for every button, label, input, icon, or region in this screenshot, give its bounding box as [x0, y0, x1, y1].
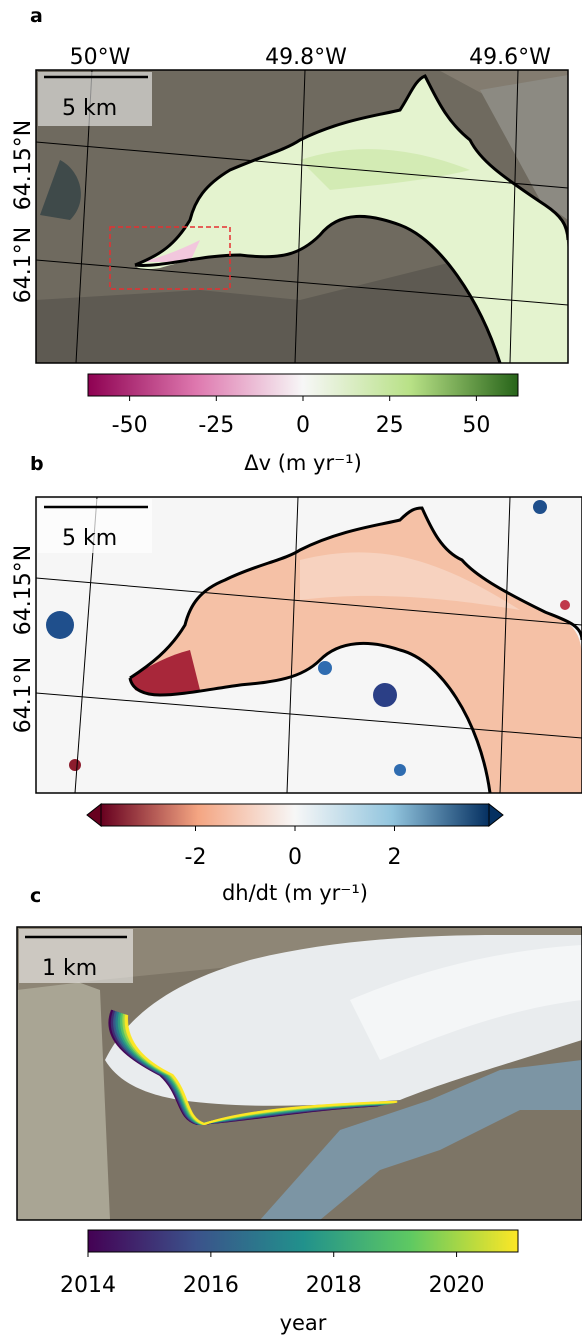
panel-c-frame: [16, 926, 582, 1221]
terrain-patch: [36, 70, 568, 140]
panel-a-frame: [35, 69, 569, 364]
positive-dv-zone: [300, 149, 470, 190]
colorbar-extend-max: [488, 802, 504, 828]
outwash-plain: [17, 960, 110, 1220]
graticule-line: [36, 692, 582, 739]
graticule-line: [294, 70, 306, 363]
colorbar-tick-label: -2: [185, 845, 207, 870]
glacier-outline-south-b: [128, 641, 492, 793]
lat-tick-a-1: 64.15°N: [11, 120, 36, 210]
colorbar-label: dh/dt (m yr⁻¹): [222, 881, 368, 905]
colorbar-a: -50 -25 0 25 50 Δv (m yr⁻¹): [87, 373, 519, 475]
colorbar-tick-label: 0: [296, 413, 310, 438]
lat-tick-b-1: 64.15°N: [11, 545, 36, 635]
lat-tick-a-2: 64.1°N: [11, 227, 36, 303]
lake-positive: [373, 683, 397, 707]
lat-tick-b-2: 64.1°N: [11, 657, 36, 733]
panel-a-label: a: [30, 5, 43, 27]
graticule-line: [36, 577, 582, 626]
graticule-line: [36, 259, 568, 306]
glacier-ice-bright: [350, 945, 582, 1060]
glacier-velocity-field: [135, 76, 568, 363]
panel-c-map: 1 km: [17, 927, 582, 1220]
panel-b-frame: [35, 496, 582, 794]
lake-positive: [533, 500, 547, 514]
terminus-lines: [108, 1009, 398, 1126]
graticule-line: [499, 497, 511, 793]
lake-negative: [69, 759, 81, 771]
colorbar-gradient: [100, 803, 490, 827]
colorbar-c: 2014 2016 2018 2020 year: [60, 1229, 519, 1335]
colorbar-label: year: [280, 1311, 327, 1335]
lon-tick-a-1: 50°W: [70, 45, 131, 70]
terrain-patch: [36, 260, 520, 363]
inset-box: [109, 226, 231, 290]
colorbar-tick-label: 2: [387, 845, 401, 870]
colorbar-extend-min: [86, 802, 102, 828]
glacier-dhdt-field: [130, 508, 582, 793]
colorbar-gradient: [87, 373, 519, 397]
colorbar-b: -2 0 2 dh/dt (m yr⁻¹): [86, 802, 504, 905]
colorbar-tick-label: -50: [112, 413, 148, 438]
panel-c-label: c: [30, 885, 41, 907]
scale-bar-label: 5 km: [62, 96, 117, 121]
interior-dhdt: [300, 552, 520, 610]
terminus-line-2021: [126, 1014, 398, 1126]
colorbar-tick-label: 2020: [429, 1273, 485, 1298]
graticule-line: [286, 497, 299, 793]
lake-patch: [40, 160, 81, 220]
graticule-line: [509, 70, 519, 363]
lake-positive: [46, 611, 74, 639]
colorbar-label: Δv (m yr⁻¹): [244, 451, 362, 475]
terrain-patch: [480, 75, 568, 220]
negative-dv-zone: [140, 240, 200, 262]
panel-b-label: b: [30, 453, 44, 475]
glacier-outline-north: [134, 74, 568, 267]
proglacial-river: [260, 1060, 582, 1220]
graticule-line: [36, 141, 568, 189]
terminus-thinning: [130, 650, 200, 696]
scale-bar-label-b: 5 km: [62, 526, 117, 551]
colorbar-tick-label: 25: [376, 413, 404, 438]
lake-positive: [318, 661, 332, 675]
colorbar-tick-label: 0: [288, 845, 302, 870]
glacier-outline-north-b: [129, 506, 582, 680]
colorbar-gradient: [87, 1229, 519, 1253]
colorbar-tick-label: 2016: [183, 1273, 239, 1298]
colorbar-tick-label: 50: [462, 413, 490, 438]
scale-bar-background: [38, 72, 152, 126]
lon-tick-a-3: 49.6°W: [469, 45, 551, 70]
lake-positive: [394, 764, 406, 776]
panel-a-map: 5 km: [36, 70, 568, 363]
scale-bar-label-c: 1 km: [42, 956, 97, 981]
lon-tick-a-2: 49.8°W: [265, 45, 347, 70]
glacier-outline-south: [134, 215, 502, 363]
panel-b-map: 5 km: [36, 497, 582, 793]
lake-negative: [560, 600, 570, 610]
colorbar-tick-label: -25: [198, 413, 234, 438]
colorbar-tick-label: 2014: [60, 1273, 116, 1298]
colorbar-tick-label: 2018: [306, 1273, 362, 1298]
